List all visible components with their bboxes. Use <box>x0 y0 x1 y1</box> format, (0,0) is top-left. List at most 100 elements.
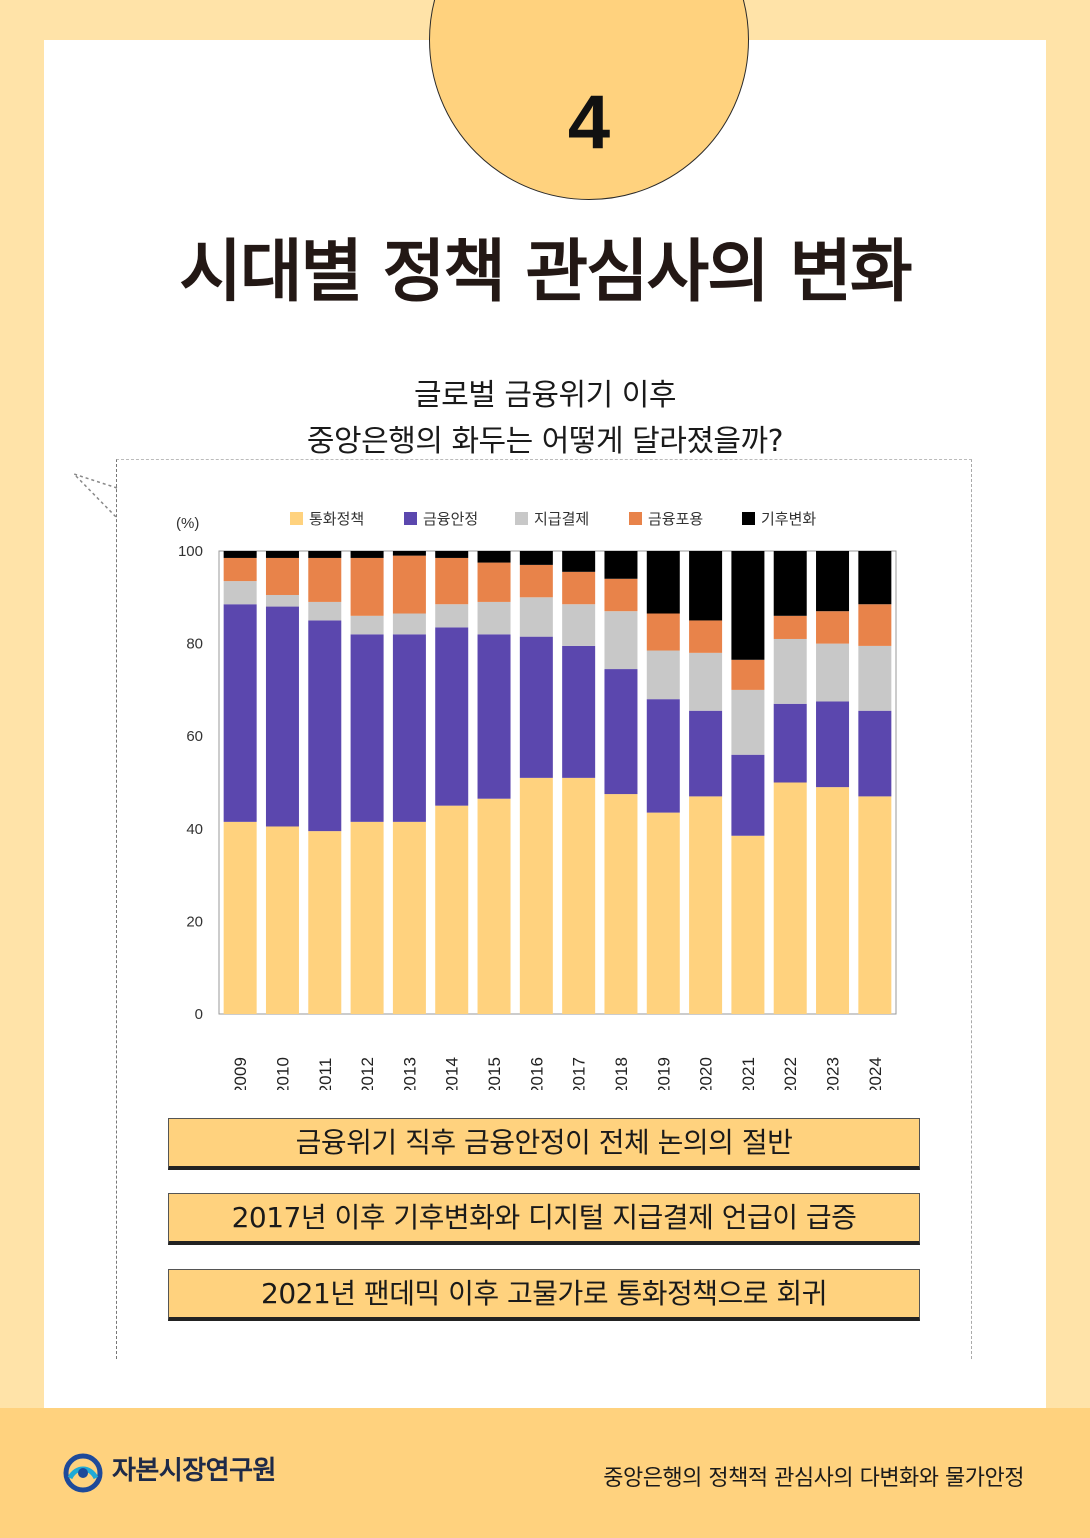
y-axis-label: (%) <box>176 515 199 532</box>
plot-border <box>218 550 897 1015</box>
bar-segment-3 <box>646 613 680 651</box>
bar-segment-0 <box>265 826 299 1014</box>
bar-segment-2 <box>223 581 257 605</box>
x-tick-label: 2018 <box>612 1057 631 1090</box>
y-tick-label: 40 <box>186 821 203 838</box>
bar-segment-4 <box>265 551 299 558</box>
bar-segment-1 <box>350 634 384 822</box>
subtitle-line-2: 중앙은행의 화두는 어떻게 달라졌을까? <box>306 424 784 459</box>
callout-3: 2021년 팬데믹 이후 고물가로 통화정책으로 회귀 <box>168 1269 920 1321</box>
bar-segment-1 <box>392 634 426 822</box>
bar-segment-3 <box>265 557 299 595</box>
bar-segment-2 <box>308 601 342 621</box>
bar-segment-1 <box>265 606 299 827</box>
bar-segment-4 <box>435 551 469 558</box>
badge-number: 4 <box>567 80 611 165</box>
bar-segment-4 <box>689 551 723 621</box>
bar-segment-3 <box>223 557 257 582</box>
x-tick-label: 2013 <box>400 1057 419 1090</box>
bar-segment-2 <box>773 638 807 704</box>
bar-segment-4 <box>731 551 765 660</box>
number-badge: 4 <box>429 0 749 200</box>
bar-segment-2 <box>604 611 638 670</box>
bar-segment-1 <box>731 754 765 836</box>
x-tick-label: 2009 <box>231 1057 250 1090</box>
bar-segment-0 <box>350 821 384 1014</box>
logo-icon <box>63 1453 103 1493</box>
callout-2: 2017년 이후 기후변화와 디지털 지급결제 언급이 급증 <box>168 1193 920 1245</box>
bar-segment-0 <box>435 805 469 1014</box>
bar-segment-1 <box>562 645 596 778</box>
x-tick-label: 2019 <box>654 1057 673 1090</box>
legend-swatch-1 <box>404 512 417 525</box>
footer: 자본시장연구원 중앙은행의 정책적 관심사의 다변화와 물가안정 <box>0 1408 1090 1538</box>
bar-segment-0 <box>519 777 553 1014</box>
bar-segment-1 <box>435 627 469 806</box>
bar-segment-4 <box>773 551 807 616</box>
bar-segment-1 <box>308 620 342 832</box>
y-tick-label: 60 <box>186 728 203 745</box>
bar-segment-4 <box>858 551 892 605</box>
footer-caption: 중앙은행의 정책적 관심사의 다변화와 물가안정 <box>603 1466 1024 1491</box>
legend-label-4: 기후변화 <box>761 510 816 528</box>
bar-segment-4 <box>223 551 257 558</box>
legend-swatch-3 <box>629 512 642 525</box>
bar-segment-0 <box>477 798 511 1014</box>
bar-segment-2 <box>477 601 511 635</box>
x-tick-label: 2014 <box>443 1057 462 1090</box>
y-tick-label: 80 <box>186 636 203 653</box>
x-tick-label: 2023 <box>824 1057 843 1090</box>
bar-segment-0 <box>731 835 765 1014</box>
bar-segment-2 <box>350 615 384 635</box>
x-tick-label: 2017 <box>570 1057 589 1090</box>
legend-label-1: 금융안정 <box>423 510 478 528</box>
legend-label-2: 지급결제 <box>534 510 589 528</box>
bar-segment-1 <box>223 604 257 822</box>
bar-segment-4 <box>519 551 553 565</box>
bar-segment-0 <box>816 787 850 1014</box>
legend-label-3: 금융포용 <box>648 510 703 528</box>
bar-segment-2 <box>816 643 850 702</box>
bar-segment-1 <box>477 634 511 799</box>
bar-segment-3 <box>519 564 553 598</box>
bar-segment-0 <box>308 831 342 1014</box>
subtitle: 글로벌 금융위기 이후 중앙은행의 화두는 어떻게 달라졌을까? <box>44 373 1046 465</box>
bar-segment-2 <box>435 604 469 628</box>
y-tick-label: 0 <box>195 1006 203 1023</box>
legend-label-0: 통화정책 <box>309 510 364 528</box>
bar-segment-0 <box>223 821 257 1014</box>
legend-swatch-2 <box>515 512 528 525</box>
x-tick-label: 2011 <box>316 1058 335 1090</box>
bar-segment-2 <box>392 613 426 635</box>
bar-segment-0 <box>604 794 638 1014</box>
y-tick-label: 100 <box>178 543 203 560</box>
legend-swatch-4 <box>742 512 755 525</box>
x-tick-label: 2015 <box>485 1057 504 1090</box>
bar-segment-3 <box>689 620 723 653</box>
bar-segment-3 <box>858 604 892 646</box>
speech-tail-icon <box>73 473 118 519</box>
bar-segment-3 <box>435 557 469 605</box>
bar-segment-4 <box>562 551 596 572</box>
x-tick-label: 2016 <box>527 1057 546 1090</box>
bar-segment-2 <box>562 604 596 646</box>
callout-1: 금융위기 직후 금융안정이 전체 논의의 절반 <box>168 1118 920 1170</box>
chart-frame <box>116 459 972 1359</box>
bar-segment-1 <box>604 669 638 795</box>
subtitle-line-1: 글로벌 금융위기 이후 <box>414 378 676 413</box>
bar-segment-3 <box>816 611 850 644</box>
x-tick-label: 2024 <box>866 1057 885 1090</box>
bar-segment-0 <box>773 782 807 1014</box>
bar-segment-0 <box>562 777 596 1014</box>
bar-segment-0 <box>646 812 680 1014</box>
bar-segment-1 <box>519 636 553 778</box>
bar-segment-1 <box>689 710 723 797</box>
x-tick-label: 2022 <box>781 1057 800 1090</box>
bar-segment-2 <box>646 650 680 700</box>
bar-segment-2 <box>265 594 299 607</box>
bar-segment-2 <box>731 689 765 755</box>
bar-segment-4 <box>392 551 426 556</box>
bar-segment-0 <box>392 821 426 1014</box>
bar-segment-4 <box>604 551 638 579</box>
bar-segment-4 <box>816 551 850 612</box>
